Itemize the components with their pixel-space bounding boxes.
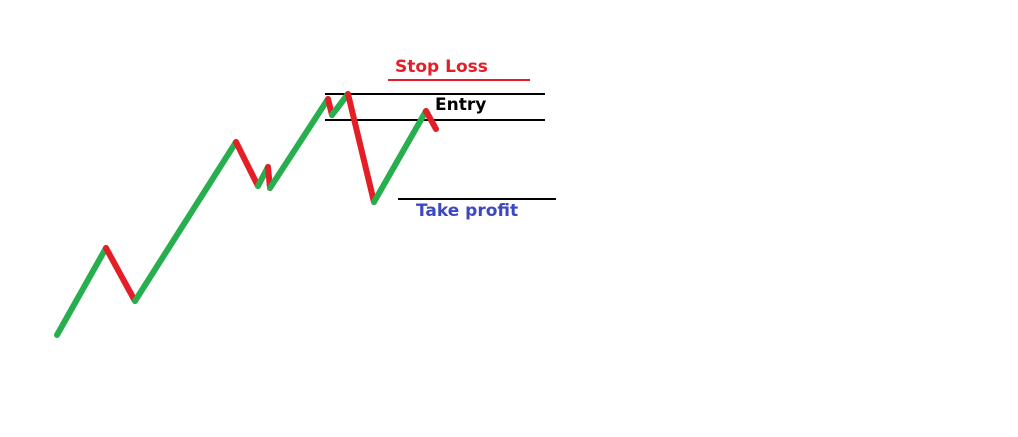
down-leg: [233, 139, 261, 189]
price-path: [54, 91, 439, 338]
entry-label: Entry: [435, 95, 487, 115]
up-leg: [132, 139, 239, 304]
up-leg: [371, 108, 429, 205]
level-lines: [325, 79, 556, 200]
up-leg: [329, 91, 351, 118]
down-leg: [423, 108, 439, 132]
stop-loss-label: Stop Loss: [395, 57, 488, 77]
down-leg: [103, 245, 138, 304]
up-leg: [267, 96, 331, 191]
take-profit-label: Take profit: [416, 201, 519, 221]
down-leg: [345, 91, 377, 205]
up-leg: [54, 245, 109, 338]
